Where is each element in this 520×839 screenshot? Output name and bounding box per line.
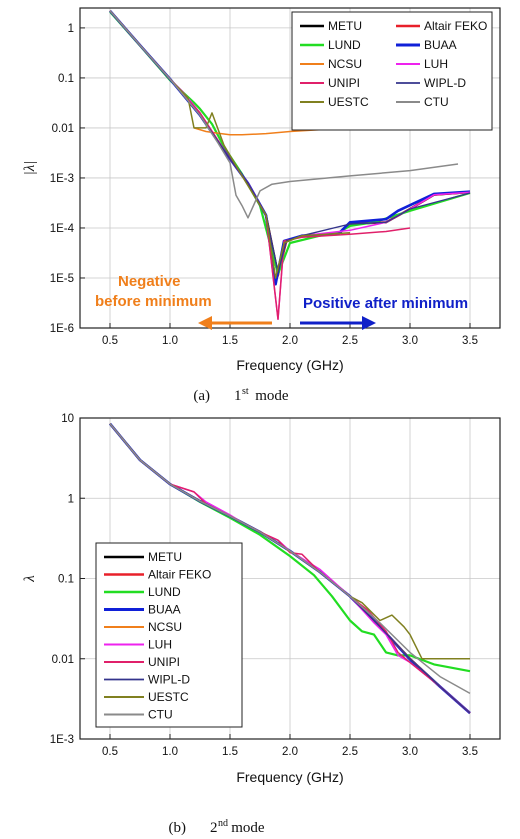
caption-label: (a) xyxy=(193,388,210,404)
caption-label: (b) xyxy=(169,820,187,836)
caption-number: 2 xyxy=(210,820,218,836)
legend-label: UNIPI xyxy=(328,76,360,90)
series-line-unipi xyxy=(109,423,471,714)
legend-label: UNIPI xyxy=(148,655,180,669)
y-tick-label: 0.01 xyxy=(52,654,74,666)
annotation-negative-line2: before minimum xyxy=(95,293,212,310)
x-tick-label: 2.5 xyxy=(342,746,358,758)
legend: METU Altair FEKO LUND BUAA NCSU LUH UNIPI WIPL-… xyxy=(95,542,243,728)
legend-label: UESTC xyxy=(328,95,369,109)
legend-label: LUND xyxy=(148,585,181,599)
legend-label: CTU xyxy=(148,708,173,722)
legend-label: METU xyxy=(148,550,182,564)
y-tick-label: 1E-5 xyxy=(50,273,74,285)
y-tick-label: 1 xyxy=(68,23,74,35)
y-tick-label: 0.01 xyxy=(52,123,74,135)
x-tick-label: 1.0 xyxy=(162,335,178,347)
series-group xyxy=(109,9,471,320)
x-tick-label: 2.5 xyxy=(342,335,358,347)
legend-label: BUAA xyxy=(424,38,457,52)
legend-label: NCSU xyxy=(148,620,182,634)
legend-label: WIPL-D xyxy=(148,673,190,687)
x-tick-label: 1.5 xyxy=(222,746,238,758)
x-tick-label: 2.0 xyxy=(282,746,298,758)
caption-word: mode xyxy=(231,820,265,836)
y-tick-label: 1E-4 xyxy=(50,223,75,235)
legend-label: LUH xyxy=(148,638,172,652)
legend-label: UESTC xyxy=(148,690,189,704)
x-axis-label: Frequency (GHz) xyxy=(236,769,343,785)
y-tick-label: 1E-6 xyxy=(50,323,74,335)
chart-panel-b: 0.5 1.0 1.5 2.0 2.5 3.0 3.5 1E-3 0.01 0.1 1 10 Frequ… xyxy=(22,413,501,836)
y-tick-label: 0.1 xyxy=(58,73,74,85)
legend-box xyxy=(291,11,493,131)
x-tick-label: 3.0 xyxy=(402,335,418,347)
caption-number: 1 xyxy=(234,388,242,404)
y-tick-label: 10 xyxy=(61,413,74,425)
x-tick-label: 3.5 xyxy=(462,335,478,347)
legend-label: BUAA xyxy=(148,603,181,617)
x-tick-label: 3.0 xyxy=(402,746,418,758)
legend-label: LUND xyxy=(328,38,361,52)
annotation-positive: Positive after minimum xyxy=(303,295,468,312)
series-line-ctu xyxy=(109,423,471,695)
x-tick-label: 2.0 xyxy=(282,335,298,347)
legend-label: LUH xyxy=(424,57,448,71)
caption-superscript: st xyxy=(242,386,249,397)
legend-label: CTU xyxy=(424,95,449,109)
x-tick-label: 1.0 xyxy=(162,746,178,758)
legend-label: Altair FEKO xyxy=(148,568,211,582)
series-group xyxy=(108,422,471,715)
arrow-right-head xyxy=(362,316,376,330)
y-axis-label: |λ| xyxy=(22,161,38,176)
legend-label: NCSU xyxy=(328,57,362,71)
legend: METU Altair FEKO LUND BUAA NCSU LUH UNIPI WIPL-… xyxy=(291,11,493,131)
annotation-negative-line1: Negative xyxy=(118,273,181,290)
y-tick-label: 1E-3 xyxy=(50,734,74,746)
legend-label: WIPL-D xyxy=(424,76,466,90)
annotations: Negative before minimum Positive after min… xyxy=(95,273,468,330)
caption-superscript: nd xyxy=(218,818,228,829)
x-tick-label: 0.5 xyxy=(102,335,118,347)
y-axis-label: λ xyxy=(22,575,38,583)
x-tick-label: 0.5 xyxy=(102,746,118,758)
x-tick-label: 1.5 xyxy=(222,335,238,347)
x-tick-label: 3.5 xyxy=(462,746,478,758)
caption-word: mode xyxy=(255,388,289,404)
chart-panel-a: 0.5 1.0 1.5 2.0 2.5 3.0 3.5 1E-6 1E-5 1E-4 1E-3 0.0… xyxy=(22,7,501,404)
legend-label: METU xyxy=(328,19,362,33)
x-axis-label: Frequency (GHz) xyxy=(236,357,343,373)
y-tick-label: 1 xyxy=(68,493,74,505)
arrow-left-head xyxy=(198,316,212,330)
y-tick-label: 1E-3 xyxy=(50,173,74,185)
legend-label: Altair FEKO xyxy=(424,19,487,33)
series-line-ctu xyxy=(109,10,459,219)
y-tick-label: 0.1 xyxy=(58,574,74,586)
